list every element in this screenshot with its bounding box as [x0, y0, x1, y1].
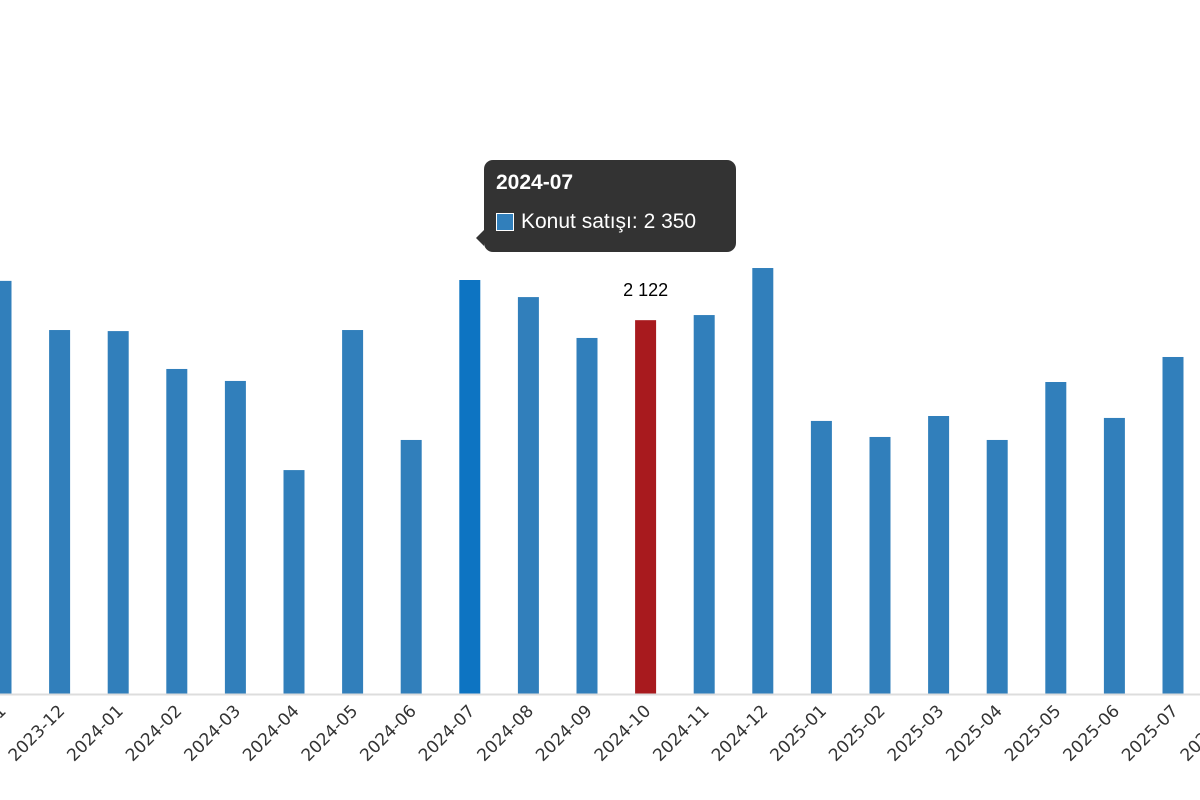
- bar-2024-05[interactable]: [342, 330, 364, 694]
- tooltip: 2024-07 Konut satışı: 2 350: [476, 160, 736, 252]
- bar-2024-03[interactable]: [224, 380, 246, 694]
- bar-2023-11[interactable]: [0, 280, 12, 694]
- data-labels: 2 122: [623, 280, 668, 300]
- bar-2024-07[interactable]: [459, 280, 481, 694]
- x-tick-label: 2025-03: [884, 701, 948, 765]
- x-tick-label: 2024-06: [356, 701, 420, 765]
- bar-2024-04[interactable]: [283, 470, 305, 694]
- x-tick-label: 2024-12: [708, 701, 772, 765]
- bars: [0, 268, 1184, 694]
- x-tick-label: 2024-09: [532, 701, 596, 765]
- bar-2024-08[interactable]: [517, 297, 539, 694]
- x-tick-label: 2025-01: [767, 701, 831, 765]
- data-label-2024-10: 2 122: [623, 280, 668, 300]
- x-tick-label: 2024-11: [649, 701, 713, 765]
- bar-2025-01[interactable]: [810, 420, 832, 694]
- tooltip-title: 2024-07: [496, 171, 574, 194]
- x-tick-label: 2024-01: [63, 701, 127, 765]
- tooltip-row: Konut satışı: 2 350: [496, 210, 724, 234]
- x-tick-label: 2025-05: [1001, 701, 1065, 765]
- bar-2024-06[interactable]: [400, 439, 422, 694]
- x-tick-label: 2024-03: [181, 701, 245, 765]
- x-tick-label: 2024-05: [298, 701, 362, 765]
- bar-2024-01[interactable]: [107, 331, 129, 694]
- bar-2024-09[interactable]: [576, 337, 598, 694]
- bar-2025-06[interactable]: [1103, 417, 1125, 694]
- x-tick-label: 2025-07: [1118, 701, 1182, 765]
- bar-2023-12[interactable]: [49, 330, 71, 694]
- x-tick-label: 2023-12: [5, 701, 69, 765]
- bar-2025-05[interactable]: [1045, 382, 1067, 694]
- x-tick-label: 2024-08: [474, 701, 538, 765]
- series-swatch-icon: [496, 213, 514, 231]
- x-tick-label: 2024-04: [239, 701, 303, 765]
- x-tick-label: 2025-08: [1177, 701, 1200, 765]
- bar-2024-12[interactable]: [752, 268, 774, 694]
- bar-2024-02[interactable]: [166, 368, 188, 694]
- bar-2024-11[interactable]: [693, 315, 715, 694]
- bar-2025-04[interactable]: [986, 439, 1008, 694]
- x-tick-label: 2024-07: [415, 701, 479, 765]
- x-tick-label: 2025-06: [1060, 701, 1124, 765]
- x-tick-label: 2025-02: [825, 701, 889, 765]
- tooltip-label: Konut satışı: 2 350: [521, 210, 697, 233]
- bar-2025-07[interactable]: [1162, 356, 1184, 694]
- bar-2025-02[interactable]: [869, 436, 891, 694]
- x-axis-ticks: 2023-112023-122024-012024-022024-032024-…: [0, 701, 1200, 765]
- bar-2024-10[interactable]: [635, 320, 657, 694]
- x-tick-label: 2024-02: [122, 701, 186, 765]
- x-tick-label: 2024-10: [591, 701, 655, 765]
- bar-2025-03[interactable]: [928, 416, 950, 694]
- x-tick-label: 2025-04: [942, 701, 1006, 765]
